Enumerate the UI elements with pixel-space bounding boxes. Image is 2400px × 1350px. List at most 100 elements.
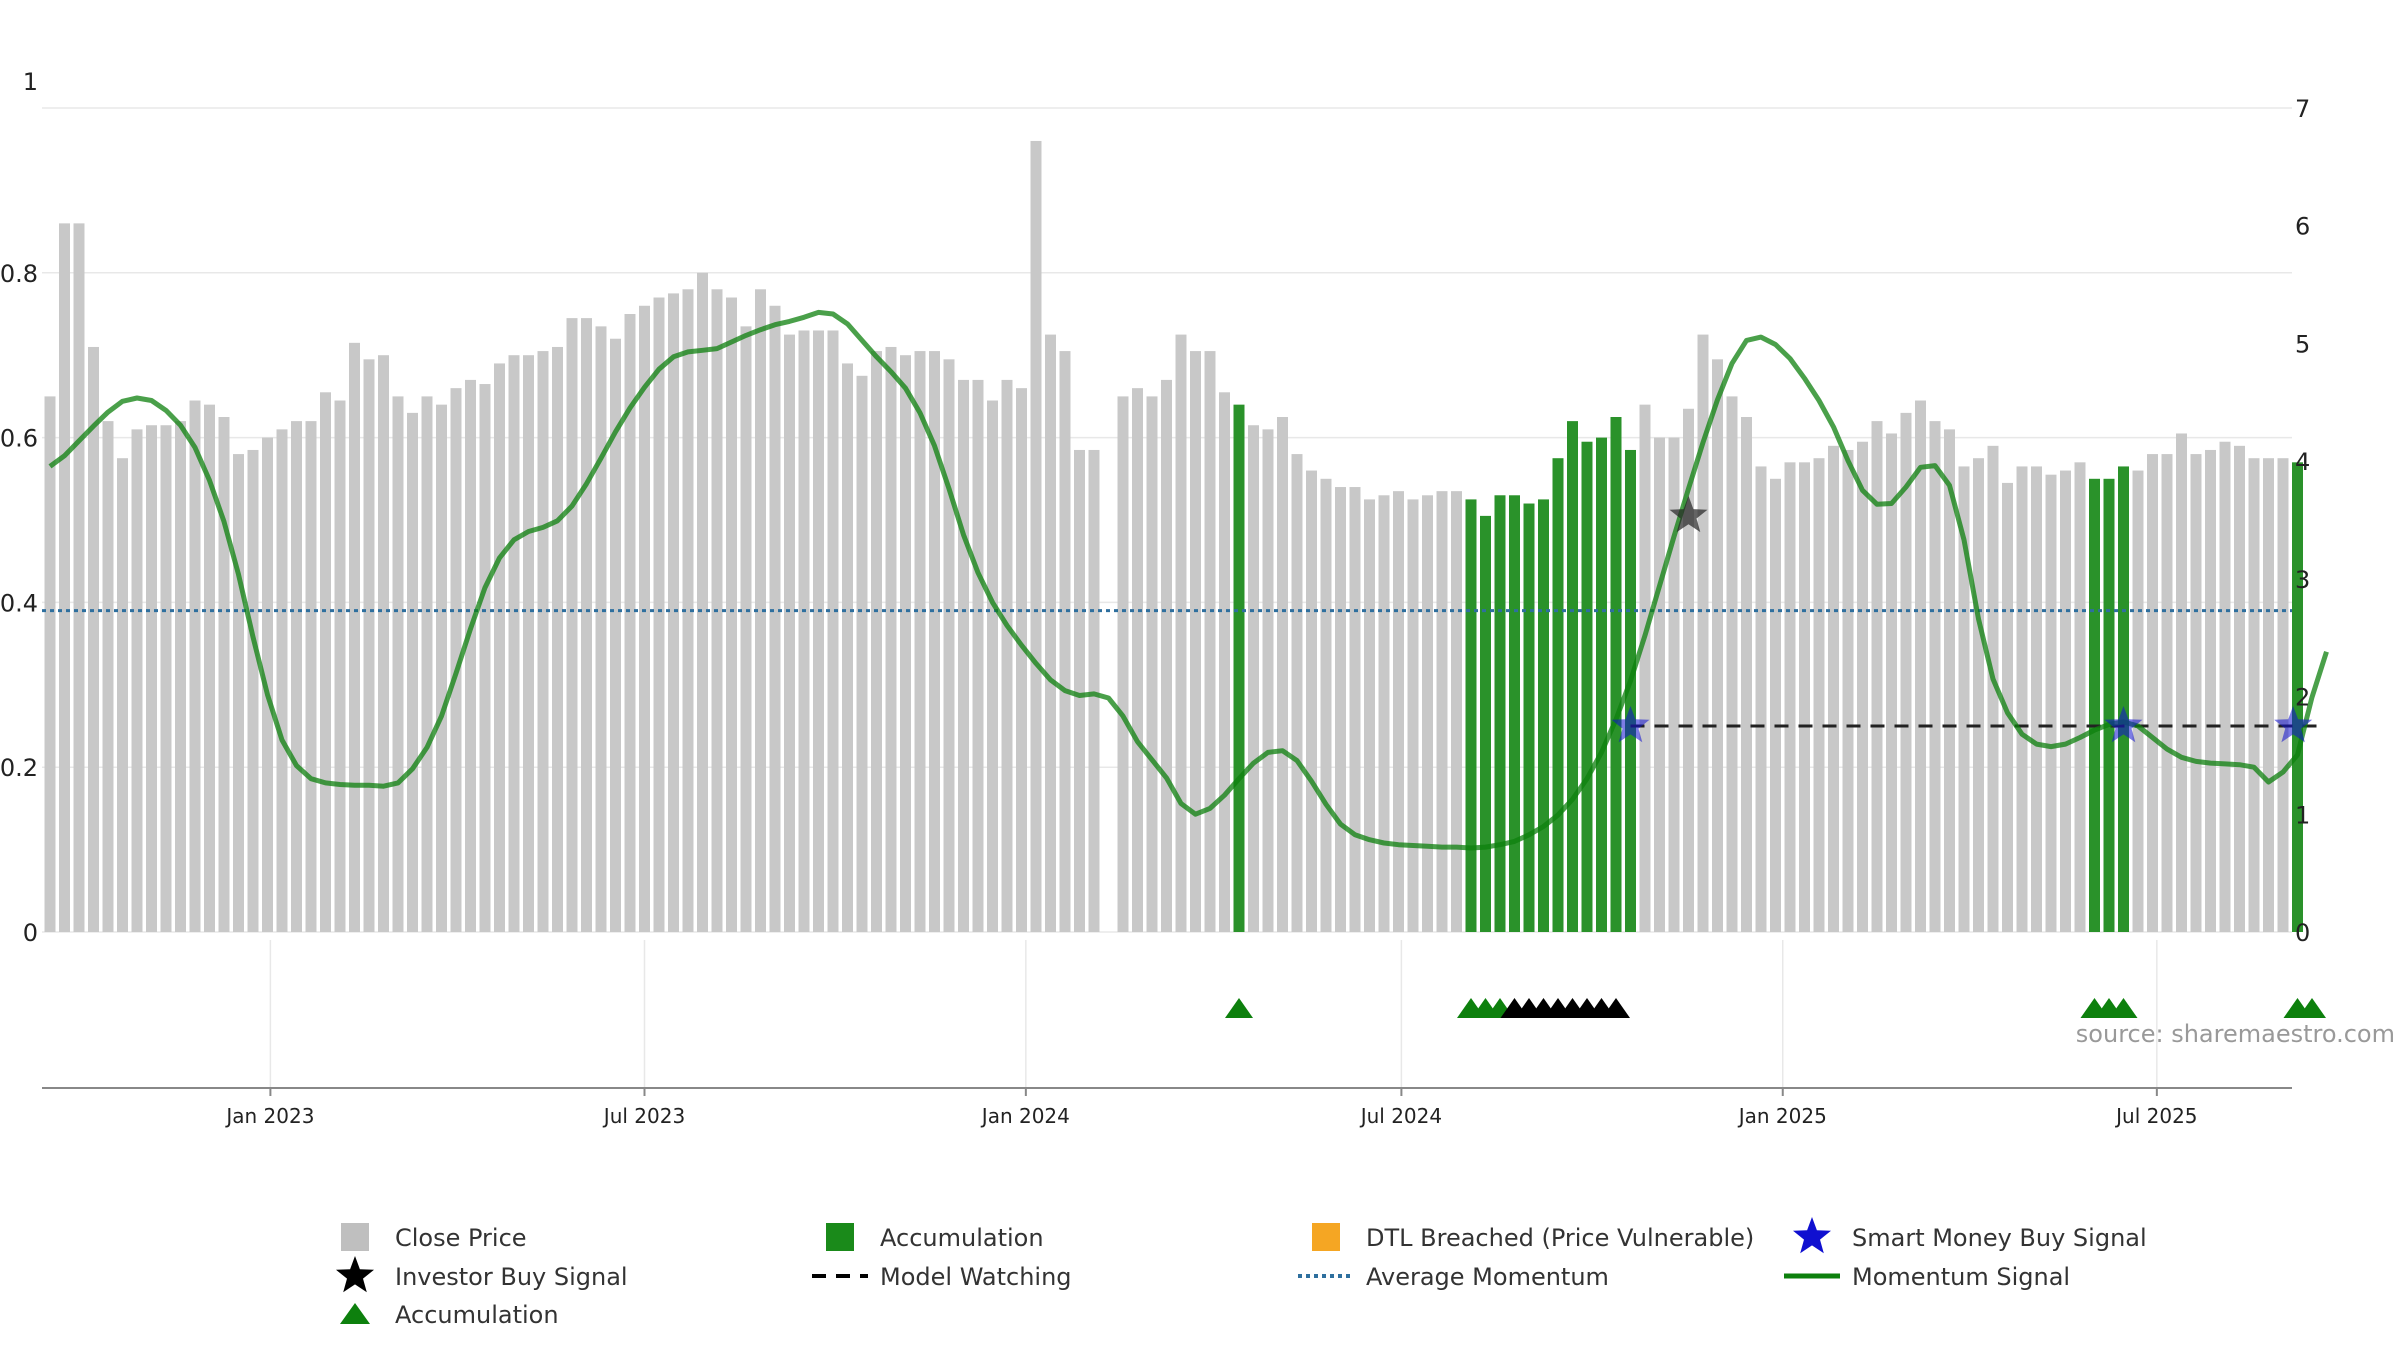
close-price-bar <box>2045 474 2057 932</box>
close-price-bar <box>1741 417 1752 932</box>
axes: 0 0.2 0.4 0.6 0.8 1 0 1 2 3 4 5 6 7 Jan 2023 Jul 2023 Ja… <box>0 68 2310 1128</box>
close-price-bar <box>363 359 375 932</box>
close-price-bar <box>1190 351 1201 933</box>
close-price-bar <box>1697 334 1709 933</box>
legend-item-investor: Investor Buy Signal <box>336 1256 628 1293</box>
close-price-bar <box>1712 359 1723 932</box>
close-price-bar <box>1320 478 1332 932</box>
close-price-bar <box>1016 388 1027 932</box>
close-price-bar <box>537 351 549 933</box>
close-price-bar <box>972 379 984 932</box>
close-price-bar <box>1813 458 1825 932</box>
legend-swatch <box>1312 1223 1340 1251</box>
close-price-bar <box>1335 487 1346 932</box>
close-price-bar <box>2234 445 2245 932</box>
close-price-bar <box>73 223 85 933</box>
close-price-bar <box>102 421 114 932</box>
close-price-bar <box>2074 462 2086 932</box>
close-price-bar <box>624 314 636 932</box>
close-price-bar <box>2248 458 2260 932</box>
close-price-bar <box>1291 454 1303 932</box>
close-price-bar <box>2263 458 2274 932</box>
close-price-bar <box>2277 458 2289 932</box>
legend-label: Model Watching <box>880 1263 1072 1291</box>
close-price-bar <box>1045 334 1056 933</box>
close-price-bar <box>1262 429 1274 932</box>
close-price-bar <box>117 458 128 932</box>
close-price-bar <box>349 342 360 933</box>
legend-item-smart: Smart Money Buy Signal <box>1793 1217 2147 1254</box>
close-price-bar <box>1001 379 1013 932</box>
close-price-bar <box>1683 408 1694 932</box>
close-price-bar <box>552 346 563 933</box>
close-price-bar <box>827 330 839 933</box>
accumulation-bar <box>1480 515 1491 932</box>
accumulation-marker <box>2298 998 2326 1018</box>
close-price-bar <box>1059 351 1071 933</box>
close-price-bar <box>2176 433 2187 932</box>
close-price-bar <box>1074 449 1085 932</box>
close-price-bar <box>1886 433 1897 932</box>
close-price-bar <box>1378 495 1390 932</box>
close-price-bar <box>856 375 868 932</box>
close-price-bar <box>929 351 940 933</box>
legend-item-dtl: DTL Breached (Price Vulnerable) <box>1312 1223 1754 1252</box>
close-price-bar <box>1248 425 1259 932</box>
close-price-bar <box>943 359 955 932</box>
close-price-bar <box>1393 491 1404 932</box>
accumulation-marker <box>1225 998 1253 1018</box>
signal-lines <box>42 309 2329 851</box>
close-price-bar <box>813 330 824 933</box>
close-price-bar <box>1929 421 1941 932</box>
accumulation-bar <box>1567 421 1578 932</box>
close-price-bar <box>1842 449 1854 932</box>
close-price-bar <box>378 355 389 932</box>
close-price-bar <box>1973 458 1984 932</box>
accumulation-bar <box>1610 417 1622 932</box>
close-price-bar <box>1900 412 1912 932</box>
accumulation-bar <box>2292 462 2303 932</box>
close-price-bar <box>1349 487 1361 932</box>
accumulation-bar <box>1625 449 1636 932</box>
legend-label: DTL Breached (Price Vulnerable) <box>1366 1224 1754 1252</box>
close-price-bar <box>233 454 244 932</box>
close-price-bar <box>885 346 897 933</box>
close-price-bar <box>1117 396 1129 932</box>
close-price-bar <box>160 425 172 932</box>
close-price-bar <box>1784 462 1796 932</box>
legend-star-icon <box>1793 1217 1831 1254</box>
close-price-bar <box>1799 462 1810 932</box>
signal-markers <box>1225 495 2326 1018</box>
investor-buy-marker <box>1602 998 1630 1018</box>
close-price-bar <box>900 355 911 932</box>
close-price-bar <box>1030 140 1042 932</box>
close-price-bar <box>1639 404 1651 932</box>
close-price-bar <box>784 334 795 933</box>
close-price-bar <box>218 417 230 932</box>
legend-item-accum_tri: Accumulation <box>340 1301 559 1329</box>
close-price-bar <box>1828 445 1839 932</box>
close-price-bar <box>798 330 810 933</box>
right-tick-label: 5 <box>2295 330 2310 358</box>
close-price-bar <box>842 363 853 932</box>
legend: Close Price Accumulation DTL Breached (Pri… <box>336 1217 2147 1329</box>
close-price-bar <box>2219 441 2231 932</box>
legend-label: Average Momentum <box>1366 1263 1609 1291</box>
left-tick-label: 0.6 <box>0 425 38 453</box>
legend-label: Smart Money Buy Signal <box>1852 1224 2147 1252</box>
close-price-bar <box>1088 449 1100 932</box>
source-label: source: sharemaestro.com <box>2076 1020 2395 1048</box>
close-price-bar <box>2031 466 2042 932</box>
close-price-bar <box>1944 429 1955 932</box>
close-price-bar <box>407 412 418 932</box>
close-price-bar <box>740 326 752 932</box>
close-price-bar <box>1277 417 1288 932</box>
close-price-bar <box>88 346 99 933</box>
close-price-bar <box>1958 466 1970 932</box>
close-price-bar <box>1668 437 1680 932</box>
close-price-bar <box>1422 495 1433 932</box>
close-price-bar <box>769 305 781 932</box>
close-price-bar <box>479 384 491 932</box>
accumulation-marker <box>2109 998 2138 1018</box>
accumulation-bar <box>1509 495 1520 932</box>
